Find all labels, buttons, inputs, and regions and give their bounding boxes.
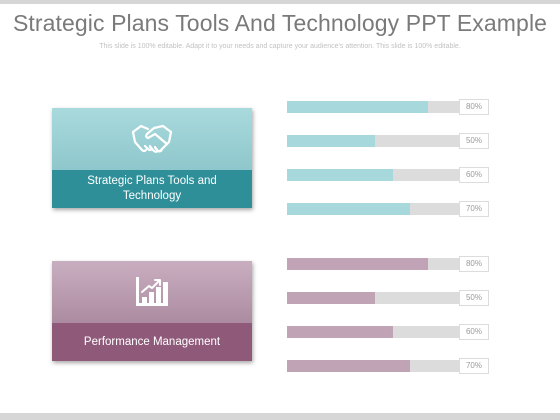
progress-bar-percent: 80% [459,99,489,115]
top-border-strip [0,0,560,4]
progress-bar-row: 80% [287,256,489,272]
progress-bar-fill [287,292,375,304]
progress-bar-fill [287,360,410,372]
progress-bar-row: 70% [287,358,489,374]
slide-subtitle: This slide is 100% editable. Adapt it to… [99,43,461,50]
progress-bar-track [287,203,463,215]
performance-card: Performance Management [52,261,252,361]
progress-bar-track [287,360,463,372]
progress-bar-row: 70% [287,201,489,217]
progress-bar-percent: 60% [459,167,489,183]
progress-bar-track [287,169,463,181]
progress-bar-track [287,326,463,338]
progress-bar-track [287,258,463,270]
progress-bar-fill [287,326,393,338]
handshake-icon [131,124,173,153]
strategy-card: Strategic Plans Tools and Technology [52,108,252,208]
progress-bar-row: 50% [287,290,489,306]
progress-bar-fill [287,135,375,147]
progress-bar-row: 80% [287,99,489,115]
slide-title: Strategic Plans Tools And Technology PPT… [12,10,548,36]
progress-bar-fill [287,203,410,215]
progress-bar-track [287,101,463,113]
progress-bar-fill [287,169,393,181]
progress-bar-fill [287,258,428,270]
bottom-border-strip [0,413,560,420]
progress-bar-track [287,135,463,147]
progress-bar-percent: 70% [459,201,489,217]
progress-bar-row: 60% [287,324,489,340]
progress-bar-percent: 50% [459,290,489,306]
performance-card-label: Performance Management [52,323,252,361]
strategy-card-icon-panel [52,108,252,170]
progress-bar-row: 50% [287,133,489,149]
progress-bar-row: 60% [287,167,489,183]
growth-chart-icon [136,277,168,306]
strategy-card-label: Strategic Plans Tools and Technology [52,170,252,208]
performance-card-icon-panel [52,261,252,323]
progress-bar-percent: 70% [459,358,489,374]
progress-bar-fill [287,101,428,113]
progress-bar-track [287,292,463,304]
progress-bar-percent: 50% [459,133,489,149]
progress-bar-percent: 80% [459,256,489,272]
progress-bar-percent: 60% [459,324,489,340]
